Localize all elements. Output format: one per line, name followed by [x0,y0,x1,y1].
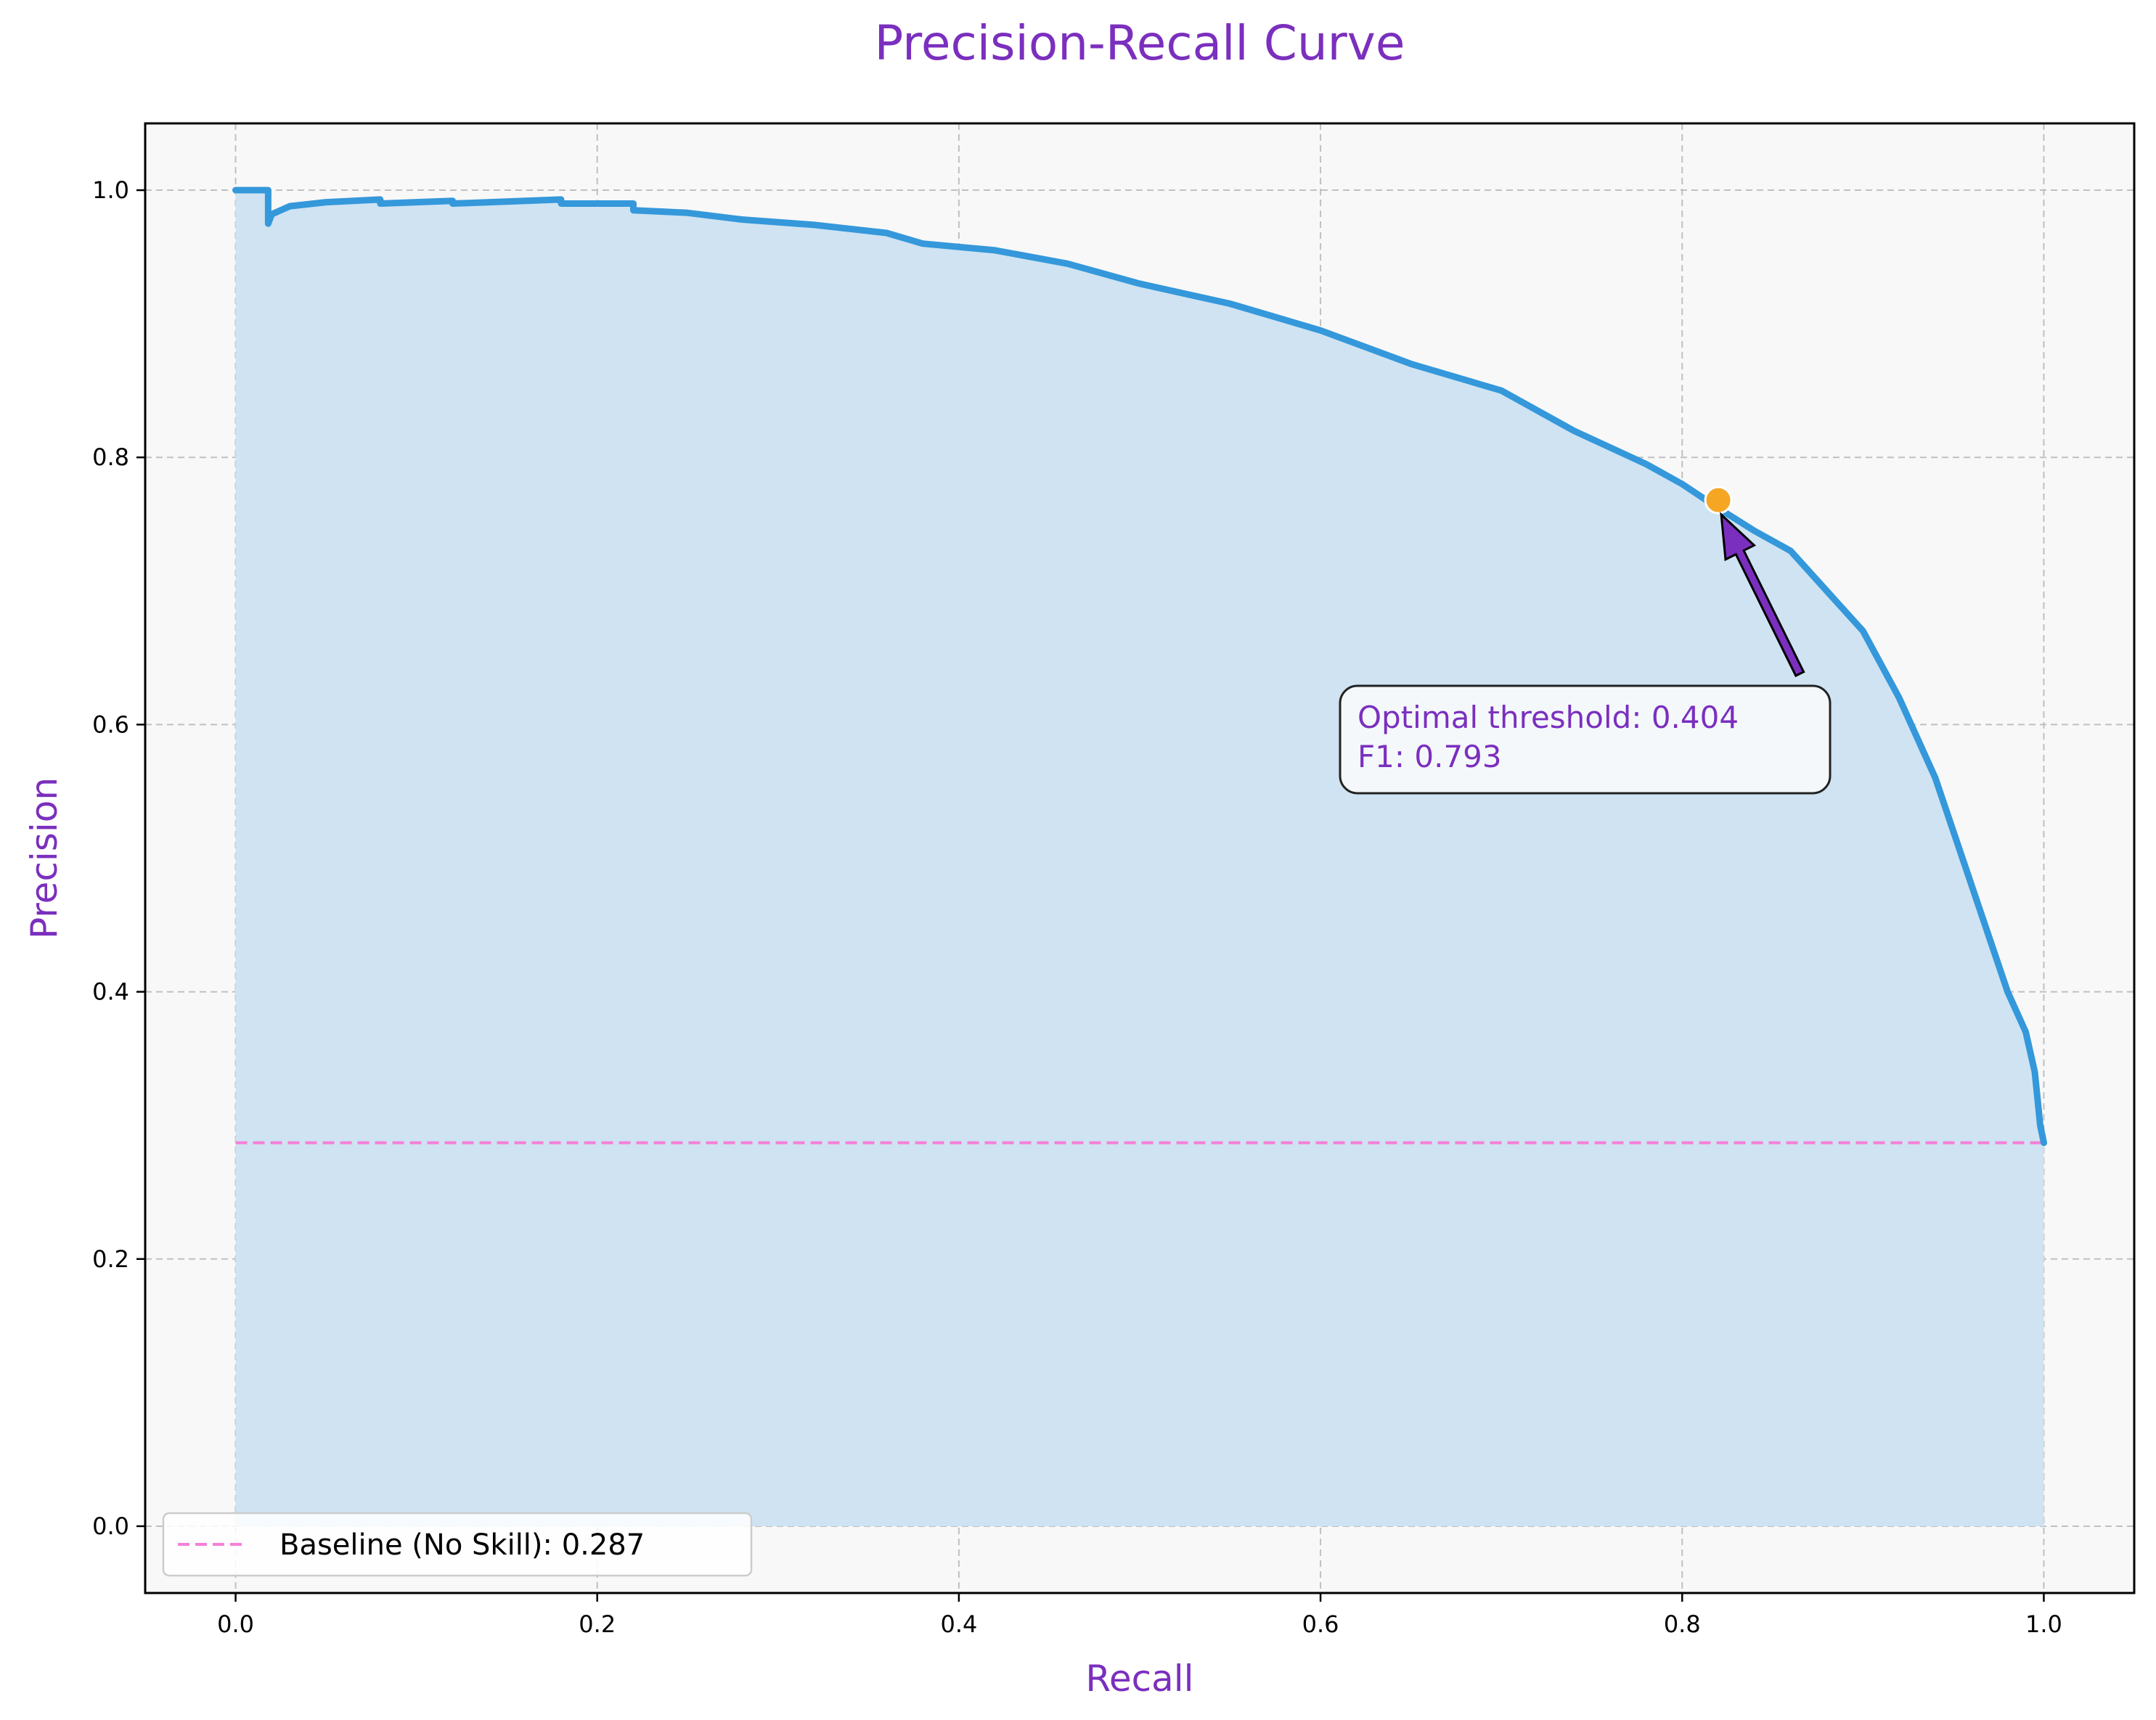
x-tick-label-3: 0.6 [1302,1610,1339,1638]
annotation-f1-text: F1: 0.793 [1357,739,1502,774]
x-tick-label-4: 0.8 [1664,1610,1701,1638]
legend-box [162,1512,753,1577]
legend: Baseline (No Skill): 0.287 [162,1512,753,1577]
x-axis-label: Recall [1085,1658,1193,1700]
x-tick-label-0: 0.0 [217,1610,254,1638]
x-tick-label-1: 0.2 [579,1610,616,1638]
x-tick-label-5: 1.0 [2025,1610,2062,1638]
annotation-threshold-text: Optimal threshold: 0.404 [1357,700,1739,735]
x-axis-ticks: 0.0 0.2 0.4 0.6 0.8 1.0 [217,1593,2062,1638]
y-tick-label-5: 1.0 [92,176,129,204]
pr-curve-fill [235,190,2044,1526]
optimal-threshold-point [1704,486,1733,515]
annotation: Optimal threshold: 0.404 F1: 0.793 [1339,512,1832,795]
legend-label-baseline: Baseline (No Skill): 0.287 [279,1528,645,1562]
annotation-arrow [1720,512,1805,678]
y-tick-label-2: 0.4 [92,978,129,1006]
plot-frame [144,122,2136,1594]
x-tick-label-2: 0.4 [940,1610,977,1638]
y-tick-label-0: 0.0 [92,1512,129,1540]
y-tick-label-4: 0.8 [92,443,129,471]
y-axis-ticks: 0.0 0.2 0.4 0.6 0.8 1.0 [92,176,145,1540]
chart-title-group: Precision-Recall Curve [875,15,1405,71]
y-axis-label: Precision [23,777,65,939]
chart-title: Precision-Recall Curve [875,15,1405,71]
pr-curve-line [232,187,2047,1147]
y-tick-label-3: 0.6 [92,710,129,738]
y-tick-label-1: 0.2 [92,1245,129,1273]
annotation-box [1339,684,1832,795]
